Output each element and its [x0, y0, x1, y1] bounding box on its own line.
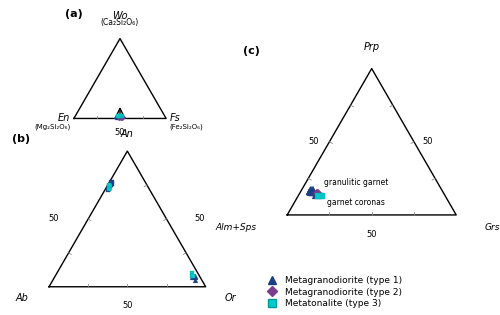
- Text: 50: 50: [122, 301, 132, 310]
- Text: (b): (b): [12, 134, 30, 144]
- Text: Wo: Wo: [112, 11, 128, 21]
- Text: Alm+Sps: Alm+Sps: [216, 223, 257, 232]
- Text: 50: 50: [48, 215, 59, 223]
- Text: (Mg₂Si₂O₆): (Mg₂Si₂O₆): [34, 123, 70, 129]
- Legend: Metagranodiorite (type 1), Metagranodiorite (type 2), Metatonalite (type 3): Metagranodiorite (type 1), Metagranodior…: [260, 272, 406, 312]
- Text: Prp: Prp: [364, 42, 380, 52]
- Text: An: An: [121, 129, 134, 139]
- Text: 50: 50: [366, 230, 377, 239]
- Text: granulitic garnet: granulitic garnet: [324, 178, 388, 187]
- Text: Or: Or: [224, 293, 236, 303]
- Text: Grs+Adr: Grs+Adr: [485, 223, 500, 232]
- Text: En: En: [58, 112, 70, 123]
- Text: (Ca₂Si₂O₆): (Ca₂Si₂O₆): [101, 18, 139, 27]
- Text: (Fe₂Si₂O₆): (Fe₂Si₂O₆): [170, 123, 203, 129]
- Text: (a): (a): [65, 9, 83, 19]
- Text: Fs: Fs: [170, 112, 180, 123]
- Text: garnet coronas: garnet coronas: [327, 198, 385, 207]
- Text: 50: 50: [114, 128, 125, 137]
- Text: 50: 50: [194, 215, 204, 223]
- Text: 50: 50: [309, 137, 320, 146]
- Text: (c): (c): [243, 46, 260, 56]
- Text: Ab: Ab: [16, 293, 28, 303]
- Text: 50: 50: [422, 137, 433, 146]
